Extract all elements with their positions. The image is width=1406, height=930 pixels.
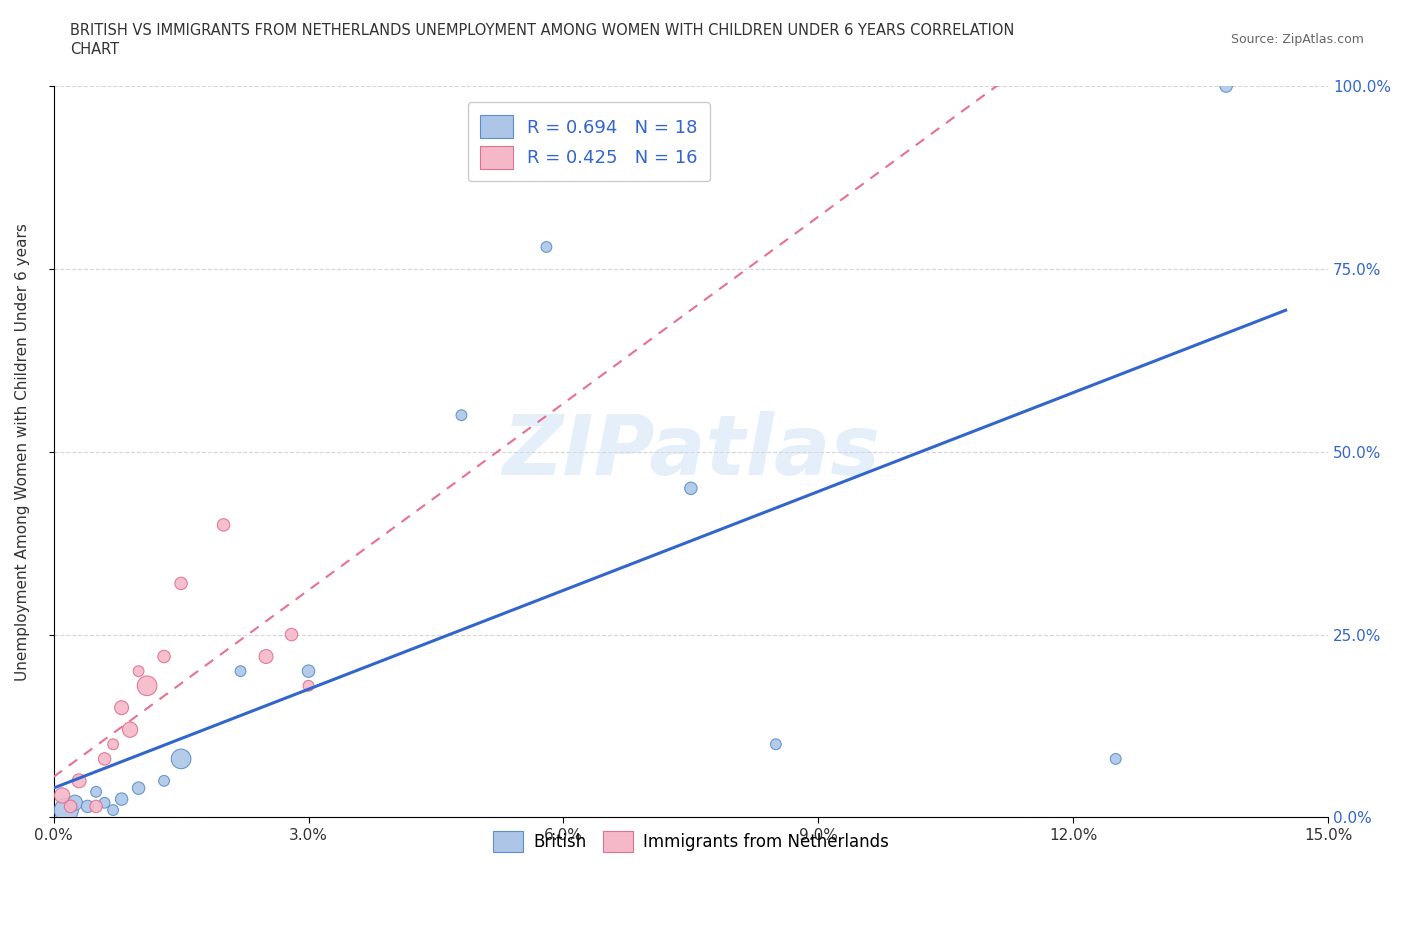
Point xyxy=(1215,79,1237,94)
Point xyxy=(93,795,115,810)
Point xyxy=(63,795,86,810)
Point xyxy=(110,700,132,715)
Point xyxy=(51,788,73,803)
Point xyxy=(212,517,235,532)
Point xyxy=(229,664,252,679)
Point xyxy=(128,664,150,679)
Legend: British, Immigrants from Netherlands: British, Immigrants from Netherlands xyxy=(485,822,897,860)
Point xyxy=(110,791,132,806)
Point xyxy=(170,576,193,591)
Point xyxy=(55,803,77,817)
Point xyxy=(128,780,150,795)
Point xyxy=(67,774,90,789)
Point xyxy=(450,407,472,422)
Point xyxy=(536,240,558,255)
Text: ZIPatlas: ZIPatlas xyxy=(502,411,880,492)
Text: Source: ZipAtlas.com: Source: ZipAtlas.com xyxy=(1230,33,1364,46)
Point xyxy=(93,751,115,766)
Point xyxy=(1105,751,1128,766)
Point xyxy=(765,737,787,751)
Point xyxy=(101,737,124,751)
Point xyxy=(153,649,176,664)
Point xyxy=(170,751,193,766)
Point xyxy=(84,799,107,814)
Point xyxy=(101,803,124,817)
Point xyxy=(297,664,319,679)
Point xyxy=(84,784,107,799)
Y-axis label: Unemployment Among Women with Children Under 6 years: Unemployment Among Women with Children U… xyxy=(15,223,30,681)
Point xyxy=(153,774,176,789)
Point xyxy=(280,627,302,642)
Point xyxy=(136,678,159,693)
Point xyxy=(254,649,277,664)
Point xyxy=(59,799,82,814)
Text: CHART: CHART xyxy=(70,42,120,57)
Text: BRITISH VS IMMIGRANTS FROM NETHERLANDS UNEMPLOYMENT AMONG WOMEN WITH CHILDREN UN: BRITISH VS IMMIGRANTS FROM NETHERLANDS U… xyxy=(70,23,1015,38)
Point xyxy=(76,799,98,814)
Point xyxy=(679,481,702,496)
Point xyxy=(120,723,142,737)
Point xyxy=(297,678,319,693)
